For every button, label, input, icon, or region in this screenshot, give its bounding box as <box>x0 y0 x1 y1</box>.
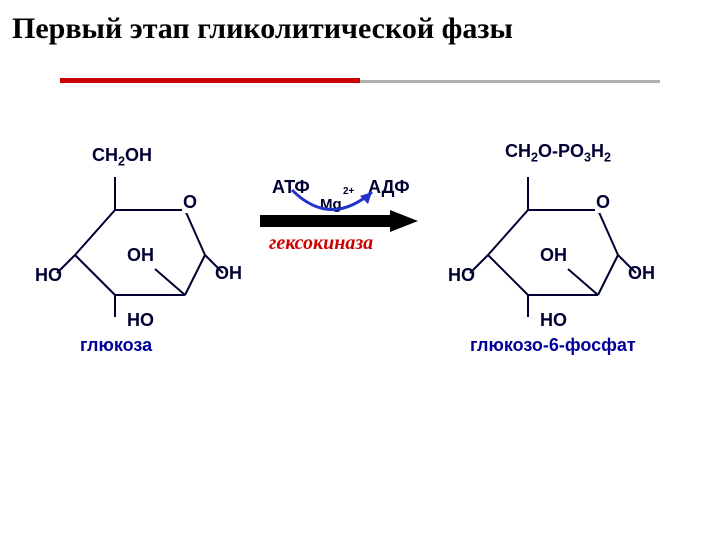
ho-left: HO <box>35 265 62 286</box>
enzyme-label: гексокиназа <box>269 232 373 255</box>
g6p-name: глюкозо-6-фосфат <box>470 335 636 356</box>
substrate: CH2OH O HO OH OH HO глюкоза <box>45 145 230 355</box>
ho-left-p: HO <box>448 265 475 286</box>
glucose-name: глюкоза <box>80 335 152 356</box>
ch2oh-label: CH2OH <box>92 145 152 169</box>
o-ring-label-p: O <box>595 192 611 213</box>
oh-c2-p: OH <box>540 245 567 266</box>
rule-shadow <box>360 80 660 83</box>
ho-below: HO <box>127 310 154 331</box>
rule-red <box>60 78 360 83</box>
page-title: Первый этап гликолитической фазы <box>12 12 513 46</box>
o-ring-label: O <box>182 192 198 213</box>
oh-c1-p: OH <box>628 263 655 284</box>
ho-below-p: HO <box>540 310 567 331</box>
product: CH2O-PO3H2 O HO OH OH HO глюкозо-6-фосфа… <box>450 145 680 365</box>
oh-c2: OH <box>127 245 154 266</box>
ch2opo3h2-label: CH2O-PO3H2 <box>505 141 611 165</box>
oh-c1: OH <box>215 263 242 284</box>
main-arrow <box>260 210 420 232</box>
